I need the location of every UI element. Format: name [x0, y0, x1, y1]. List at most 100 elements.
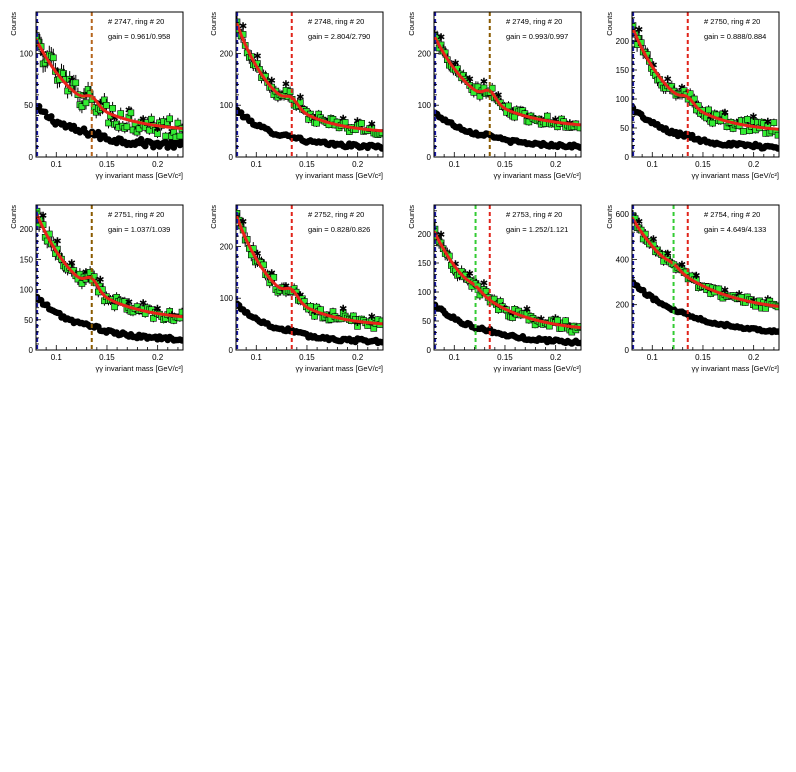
background-point [378, 145, 383, 152]
signal-point [49, 48, 57, 67]
star-marker: ✱ [635, 25, 643, 36]
signal-point [66, 71, 73, 88]
star-marker: ✱ [480, 77, 488, 88]
x-axis-label: γγ invariant mass [GeV/c²] [691, 171, 779, 180]
fit-curve [236, 20, 383, 133]
x-tick-label: 0.1 [251, 160, 263, 169]
x-tick-label: 0.2 [748, 160, 760, 169]
star-marker: ✱ [268, 76, 276, 87]
y-tick-label: 200 [616, 37, 630, 46]
star-marker: ✱ [139, 299, 147, 310]
star-marker: ✱ [96, 98, 104, 109]
x-tick-label: 0.15 [497, 353, 513, 362]
star-marker: ✱ [239, 22, 247, 33]
x-tick-label: 0.15 [99, 353, 115, 362]
star-marker: ✱ [153, 304, 161, 315]
x-tick-label: 0.1 [449, 353, 461, 362]
y-tick-label: 0 [229, 346, 234, 355]
x-tick-label: 0.1 [51, 353, 63, 362]
y-tick-label: 150 [616, 66, 630, 75]
star-marker: ✱ [721, 108, 729, 119]
star-marker: ✱ [39, 211, 47, 222]
x-axis-label: γγ invariant mass [GeV/c²] [493, 364, 581, 373]
star-marker: ✱ [721, 286, 729, 297]
y-tick-label: 600 [616, 210, 630, 219]
signal-point [72, 74, 80, 91]
star-marker: ✱ [68, 259, 76, 270]
star-marker: ✱ [437, 230, 445, 241]
star-marker: ✱ [551, 115, 559, 126]
signal-point: ✱ [153, 124, 162, 139]
background-point [48, 113, 55, 120]
star-marker: ✱ [353, 318, 361, 329]
x-tick-label: 0.15 [299, 353, 315, 362]
star-marker: ✱ [153, 124, 161, 135]
y-tick-label: 100 [616, 95, 630, 104]
star-marker: ✱ [437, 32, 445, 43]
background-point [576, 339, 581, 347]
x-axis-label: γγ invariant mass [GeV/c²] [493, 171, 581, 180]
star-marker: ✱ [253, 52, 261, 63]
fit-curve [632, 216, 779, 308]
x-axis-label: γγ invariant mass [GeV/c²] [691, 364, 779, 373]
y-tick-label: 400 [616, 255, 630, 264]
background-point [41, 108, 49, 116]
signal-point [709, 119, 716, 128]
signal-point [166, 113, 173, 125]
y-axis-label: Counts [605, 205, 614, 229]
star-marker: ✱ [239, 217, 247, 228]
y-tick-label: 0 [229, 153, 234, 162]
signal-point: ✱ [353, 318, 362, 330]
y-axis-label: Counts [209, 12, 218, 36]
y-tick-label: 0 [427, 346, 432, 355]
y-axis-label: Counts [407, 205, 416, 229]
gain-label: gain = 4.649/4.133 [704, 225, 766, 234]
plot-area: ✱✱✱✱✱✱✱✱✱✱ [434, 221, 581, 347]
x-tick-label: 0.1 [449, 160, 461, 169]
plot-area: ✱✱✱✱✱✱✱✱✱✱ [36, 205, 183, 344]
y-tick-label: 0 [625, 346, 630, 355]
star-marker: ✱ [139, 114, 147, 125]
signal-point [127, 106, 135, 119]
star-marker: ✱ [53, 236, 61, 247]
background-point [774, 328, 779, 335]
y-tick-label: 0 [29, 346, 34, 355]
y-tick-label: 150 [418, 259, 432, 268]
star-marker: ✱ [339, 304, 347, 315]
fit-curve [36, 211, 183, 319]
y-tick-label: 200 [418, 49, 432, 58]
star-marker: ✱ [480, 279, 488, 290]
y-tick-label: 0 [29, 153, 34, 162]
signal-point [774, 131, 779, 139]
plot-frame [433, 204, 582, 351]
x-tick-label: 0.15 [299, 160, 315, 169]
y-tick-label: 0 [625, 153, 630, 162]
star-marker: ✱ [368, 312, 376, 323]
panel-label: # 2752, ring # 20 [308, 210, 364, 219]
y-axis-label: Counts [605, 12, 614, 36]
plot-area: ✱✱✱✱✱✱✱✱✱✱ [236, 205, 383, 347]
signal-point [109, 101, 116, 115]
x-tick-label: 0.2 [748, 353, 760, 362]
star-marker: ✱ [692, 271, 700, 282]
y-axis-label: Counts [407, 12, 416, 36]
gain-label: gain = 1.252/1.121 [506, 225, 568, 234]
star-marker: ✱ [649, 235, 657, 246]
y-tick-label: 50 [24, 316, 33, 325]
plot-area: ✱✱✱✱✱✱✱✱✱✱ [632, 17, 779, 152]
x-axis-label: γγ invariant mass [GeV/c²] [295, 364, 383, 373]
star-marker: ✱ [282, 80, 290, 91]
star-marker: ✱ [451, 58, 459, 69]
star-marker: ✱ [664, 249, 672, 260]
signal-point [78, 100, 86, 114]
x-tick-label: 0.1 [51, 160, 63, 169]
background-point [378, 338, 383, 346]
y-tick-label: 100 [418, 288, 432, 297]
star-marker: ✱ [749, 112, 757, 123]
